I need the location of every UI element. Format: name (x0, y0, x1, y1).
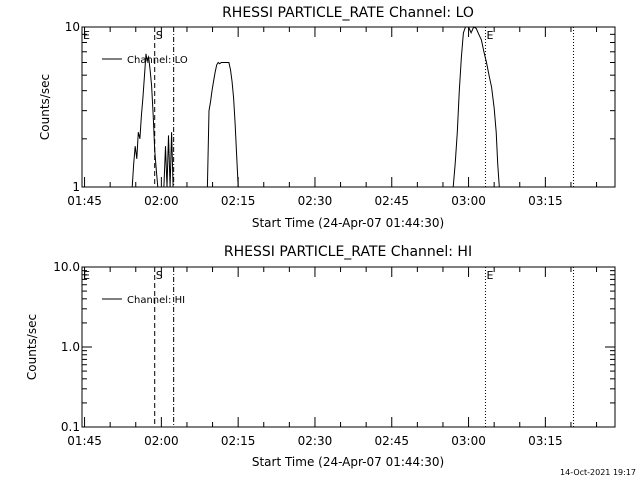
chart1-event-label: E (486, 29, 493, 42)
chart1-xlabel: Start Time (24-Apr-07 01:44:30) (252, 216, 444, 230)
chart2-xlabel: Start Time (24-Apr-07 01:44:30) (252, 455, 444, 469)
chart2-xtick-label: 01:45 (67, 434, 102, 448)
chart1-ytick-label: 1 (72, 180, 80, 194)
chart1-title: RHESSI PARTICLE_RATE Channel: LO (222, 5, 474, 21)
chart2-xtick-label: 02:45 (374, 434, 409, 448)
chart1-xtick-label: 02:15 (221, 194, 256, 208)
chart2-event-label: E (486, 269, 493, 282)
chart1-xtick-label: 02:30 (298, 194, 333, 208)
chart2-xtick-label: 03:00 (451, 434, 486, 448)
chart2-ytick-label: 10.0 (53, 260, 80, 274)
chart2-ytick-label: 0.1 (61, 420, 80, 434)
chart2-xtick-label: 02:15 (221, 434, 256, 448)
chart1-series-line (131, 26, 500, 188)
chart2-xtick-label: 03:15 (528, 434, 563, 448)
chart1-xtick-label: 02:00 (144, 194, 179, 208)
chart2-plot: 01:45 02:00 02:15 02:30 02:45 03:00 03:15 0.1 1.… (53, 260, 616, 448)
chart1-ylabel: Counts/sec (38, 74, 52, 140)
chart1-xtick-label: 01:45 (67, 194, 102, 208)
chart1-xtick-label: 02:45 (374, 194, 409, 208)
chart2-xtick-label: 02:30 (298, 434, 333, 448)
chart2-axes-frame (81, 266, 616, 428)
chart1-xtick-label: 03:00 (451, 194, 486, 208)
chart2-event-label: S (156, 269, 163, 282)
chart1-event-label: E (83, 29, 90, 42)
chart1-legend-label: Channel: LO (127, 55, 188, 66)
footer-timestamp: 14-Oct-2021 19:17 (560, 468, 636, 477)
chart1-event-label: S (156, 29, 163, 42)
chart1-axes-frame (81, 26, 616, 188)
chart1-ytick-label: 10 (65, 20, 80, 34)
chart1-xtick-label: 03:15 (528, 194, 563, 208)
chart2-ytick-label: 1.0 (61, 340, 80, 354)
chart2-ylabel: Counts/sec (25, 314, 39, 380)
chart2-xtick-label: 02:00 (144, 434, 179, 448)
chart2-legend-label: Channel: HI (127, 295, 185, 306)
chart2-event-label: E (83, 269, 90, 282)
chart2-title: RHESSI PARTICLE_RATE Channel: HI (224, 244, 472, 260)
